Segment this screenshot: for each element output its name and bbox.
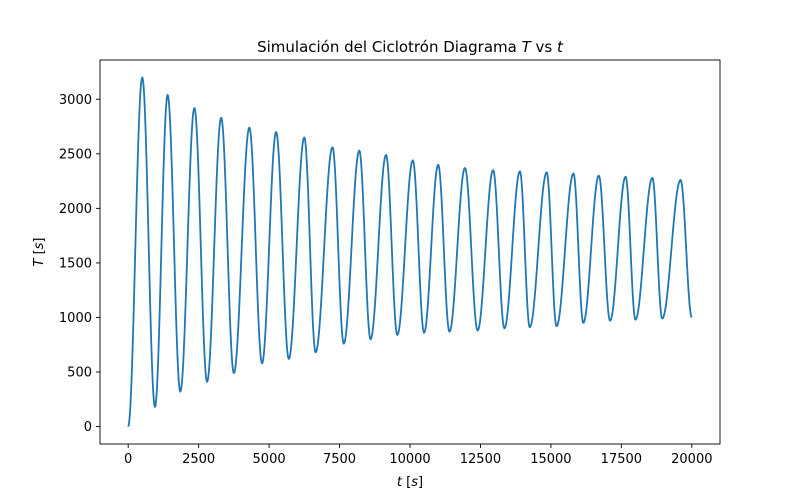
x-axis-label: t [s] bbox=[397, 475, 423, 490]
y-tick-label: 3000 bbox=[59, 93, 92, 108]
x-tick-label: 12500 bbox=[460, 452, 501, 467]
x-tick-label: 15000 bbox=[530, 452, 571, 467]
chart-title: Simulación del Ciclotrón Diagrama T vs t bbox=[257, 38, 564, 56]
y-tick-label: 1000 bbox=[59, 311, 92, 326]
y-tick-label: 0 bbox=[84, 420, 92, 435]
x-tick-label: 2500 bbox=[182, 452, 215, 467]
y-axis-ticks: 0 500 1000 1500 2000 2500 3000 bbox=[59, 93, 100, 435]
y-axis-label-part-1: [ bbox=[32, 249, 47, 258]
x-tick-label: 20000 bbox=[671, 452, 712, 467]
y-axis-label-part-2: s bbox=[32, 242, 47, 249]
y-axis-label-part-3: ] bbox=[32, 237, 47, 242]
chart-title-part-3: t bbox=[557, 38, 564, 56]
x-tick-label: 7500 bbox=[323, 452, 356, 467]
x-axis-ticks: 0 2500 5000 7500 10000 12500 15000 17500 20000 bbox=[124, 444, 712, 467]
x-tick-label: 10000 bbox=[389, 452, 430, 467]
x-axis-label-part-1: [ bbox=[402, 475, 411, 490]
x-axis-label-part-3: ] bbox=[418, 475, 423, 490]
y-tick-label: 2000 bbox=[59, 202, 92, 217]
x-tick-label: 17500 bbox=[601, 452, 642, 467]
y-axis-label: T [s] bbox=[32, 237, 47, 266]
x-axis-label-part-0: t bbox=[397, 475, 403, 490]
series-line bbox=[127, 76, 693, 427]
chart-title-part-2: vs bbox=[531, 38, 557, 56]
x-tick-label: 5000 bbox=[253, 452, 286, 467]
x-tick-label: 0 bbox=[124, 452, 132, 467]
y-axis-label-part-0: T bbox=[32, 258, 47, 267]
y-tick-label: 2500 bbox=[59, 147, 92, 162]
x-axis-label-part-2: s bbox=[411, 475, 418, 490]
y-tick-label: 500 bbox=[67, 366, 92, 381]
y-tick-label: 1500 bbox=[59, 256, 92, 271]
chart-title-part-1: T bbox=[522, 38, 533, 56]
chart-title-part-0: Simulación del Ciclotrón Diagrama bbox=[257, 38, 522, 56]
